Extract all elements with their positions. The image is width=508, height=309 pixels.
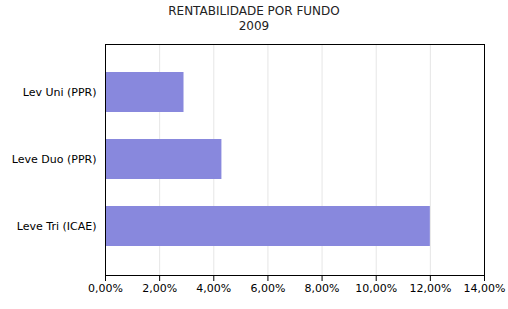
svg-text:Leve Duo (PPR): Leve Duo (PPR)	[12, 153, 97, 166]
svg-text:12,00%: 12,00%	[409, 282, 451, 295]
html-text:RENTABILIDADE POR FUNDO: RENTABILIDADE POR FUNDO	[168, 4, 340, 18]
html-text:2009: 2009	[238, 19, 270, 33]
svg-text:Lev Uni (PPR): Lev Uni (PPR)	[23, 86, 97, 99]
svg-text:8,00%: 8,00%	[305, 282, 340, 295]
svg-text:10,00%: 10,00%	[355, 282, 397, 295]
svg-text:2,00%: 2,00%	[142, 282, 177, 295]
svg-text:Leve Tri (ICAE): Leve Tri (ICAE)	[17, 220, 97, 233]
svg-text:0,00%: 0,00%	[88, 282, 123, 295]
svg-text:4,00%: 4,00%	[196, 282, 231, 295]
svg-text:14,00%: 14,00%	[464, 282, 506, 295]
svg-text:6,00%: 6,00%	[250, 282, 285, 295]
